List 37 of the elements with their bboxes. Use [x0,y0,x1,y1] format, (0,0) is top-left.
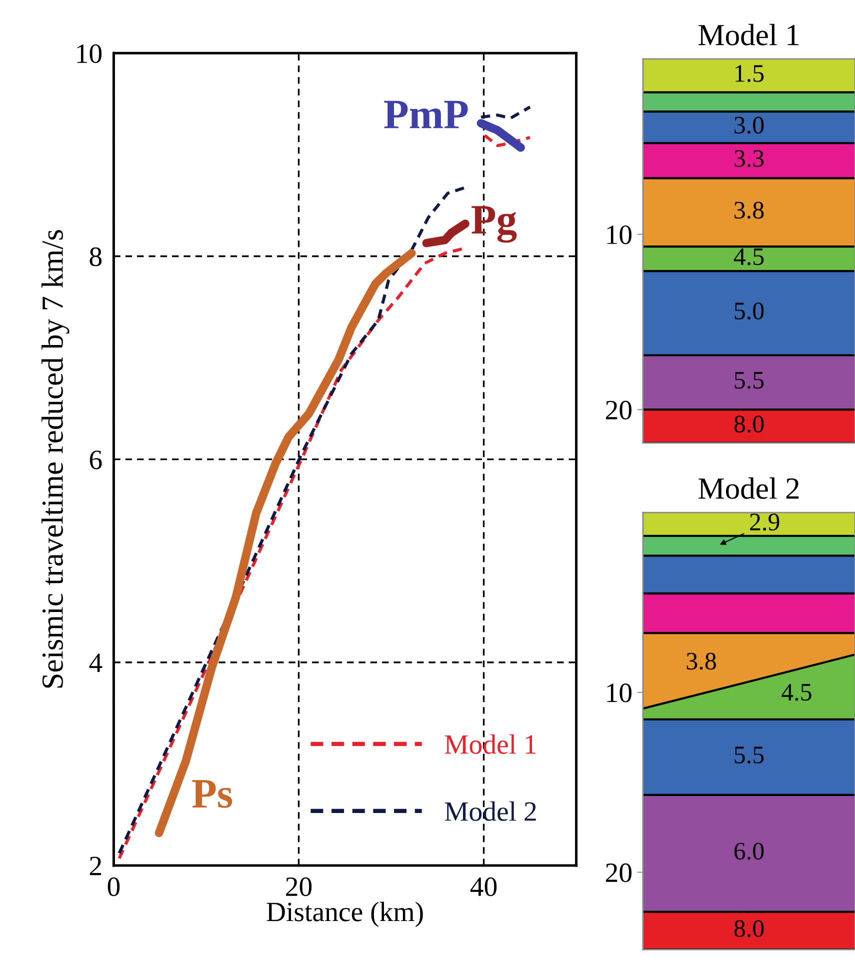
annotation: 5.5 [734,372,764,389]
annotation: 8.0 [734,416,764,433]
y-tick-label: 8 [90,247,102,266]
annotation: 3.3 [734,150,764,168]
annotation: 3.0 [734,116,764,134]
x-tick-label: 20 [286,877,312,896]
line-series [479,105,532,120]
annotation: 1.5 [736,65,764,82]
annotation: 4.5 [734,248,764,266]
line-series [483,134,532,148]
x-tick-label: 40 [470,877,497,896]
legend-label: Model 2 [444,801,536,821]
series-label: Pg [472,206,517,243]
y-tick-label: 10 [607,225,632,244]
annotation: 4.5 [782,684,812,701]
chart-title: Model 1 [698,24,798,46]
y-tick-label: 2 [90,856,102,876]
annotation: 5.0 [734,302,764,320]
series-label: Ps [192,780,232,808]
x-axis-title: Distance (km) [266,902,423,927]
y-tick-label: 6 [90,450,102,470]
annotation: 8.0 [734,920,764,938]
x-tick-label: 0 [108,877,120,896]
y-tick-label: 20 [606,863,632,882]
annotation: 3.8 [686,652,716,670]
legend-label: Model 1 [444,734,536,754]
annotation: 6.0 [734,842,764,860]
annotation: 3.8 [734,202,764,219]
y-axis-title: Seismic traveltime reduced by 7 km/s [41,230,70,688]
series-label: PmP [384,100,468,128]
chart-title: Model 2 [698,477,799,499]
annotation: 5.5 [734,746,764,764]
annotation: 2.9 [750,514,780,531]
y-tick-label: 4 [89,654,102,672]
y-tick-label: 10 [607,684,632,702]
y-tick-label: 20 [606,400,632,420]
y-tick-label: 10 [77,44,102,64]
